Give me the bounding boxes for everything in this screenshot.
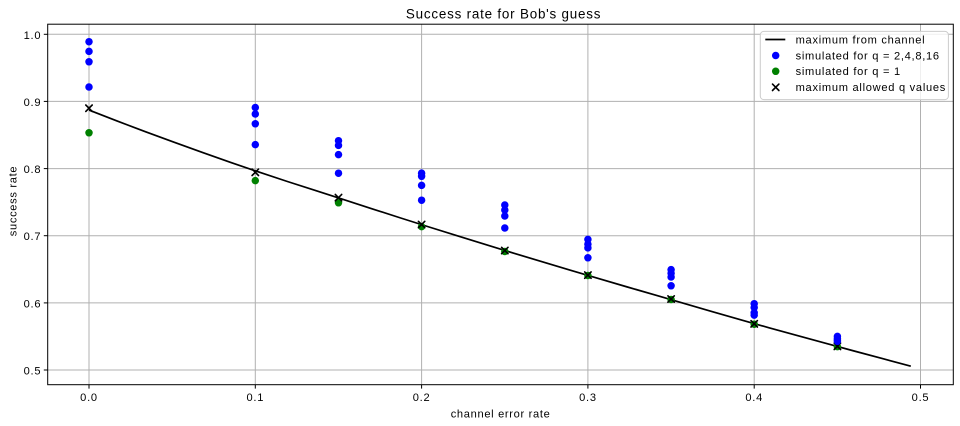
svg-text:0.4: 0.4 <box>745 392 763 404</box>
svg-text:0.5: 0.5 <box>912 392 930 404</box>
svg-text:1.0: 1.0 <box>24 30 42 42</box>
svg-text:0.1: 0.1 <box>246 392 264 404</box>
svg-text:0.8: 0.8 <box>24 164 42 176</box>
svg-text:0.6: 0.6 <box>24 298 42 310</box>
svg-text:0.7: 0.7 <box>24 231 42 243</box>
svg-text:Success rate for Bob's guess: Success rate for Bob's guess <box>406 6 601 21</box>
svg-text:0.3: 0.3 <box>579 392 597 404</box>
svg-text:0.5: 0.5 <box>24 366 42 378</box>
svg-text:success rate: success rate <box>8 166 20 236</box>
svg-text:0.9: 0.9 <box>24 97 42 109</box>
svg-text:0.0: 0.0 <box>80 392 98 404</box>
svg-text:channel error rate: channel error rate <box>451 408 551 420</box>
svg-text:maximum from channel: maximum from channel <box>796 34 926 46</box>
svg-text:simulated for q = 2,4,8,16: simulated for q = 2,4,8,16 <box>796 50 940 62</box>
svg-text:maximum allowed q values: maximum allowed q values <box>796 82 946 94</box>
svg-text:0.2: 0.2 <box>413 392 431 404</box>
svg-text:simulated for q = 1: simulated for q = 1 <box>796 66 901 78</box>
